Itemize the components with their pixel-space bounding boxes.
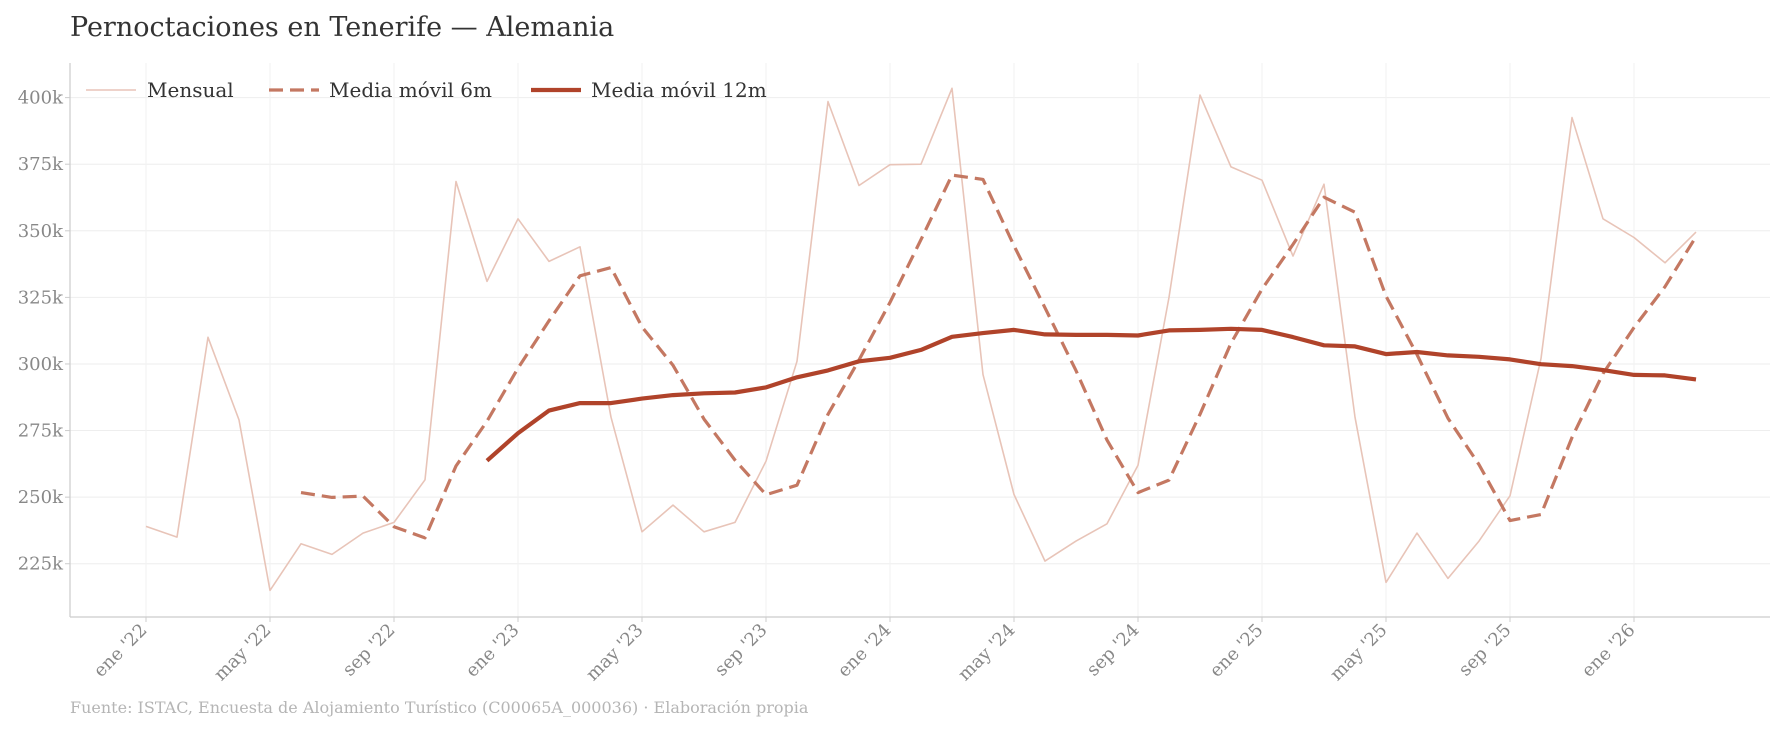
- x-tick-labels: ene '22 may '22 sep '22 ene '23 may '23 sep '…: [90, 617, 1640, 685]
- x-tick-label: sep '22: [339, 620, 400, 681]
- x-tick-label: sep '25: [1455, 620, 1516, 681]
- y-tick-label: 375k: [18, 154, 64, 175]
- x-tick-label: ene '26: [1578, 620, 1640, 682]
- x-tick-label: ene '24: [834, 620, 896, 682]
- y-tick-label: 325k: [18, 287, 64, 308]
- x-tick-label: ene '22: [90, 620, 152, 682]
- legend-label: Media móvil 6m: [329, 78, 492, 102]
- chart-title: Pernoctaciones en Tenerife — Alemania: [70, 12, 614, 43]
- series-lines: [145, 87, 1698, 592]
- series-line-media-movil-12m: [485, 326, 1697, 463]
- axes: [69, 63, 1770, 618]
- y-tick-label: 275k: [18, 421, 64, 442]
- legend-label: Media móvil 12m: [591, 78, 767, 102]
- x-tick-label: may '23: [582, 620, 647, 685]
- x-tick-label: may '24: [954, 620, 1019, 685]
- x-tick-label: sep '24: [1083, 620, 1144, 681]
- source-note: Fuente: ISTAC, Encuesta de Alojamiento T…: [70, 698, 809, 717]
- grid: [70, 63, 1770, 617]
- x-tick-label: may '25: [1326, 620, 1391, 685]
- x-tick-label: sep '23: [711, 620, 772, 681]
- series-line-mensual: [145, 87, 1697, 592]
- y-tick-label: 300k: [18, 354, 64, 375]
- legend: Mensual Media móvil 6m Media móvil 12m: [86, 78, 767, 102]
- y-tick-label: 400k: [18, 88, 64, 109]
- x-tick-label: ene '23: [462, 620, 524, 682]
- legend-label: Mensual: [147, 78, 234, 102]
- y-tick-label: 350k: [18, 221, 64, 242]
- y-tick-label: 225k: [18, 554, 64, 575]
- series-line-media-movil-6m: [300, 173, 1698, 540]
- y-tick-labels: 225k 250k 275k 300k 325k 350k 375k 400k: [18, 88, 70, 575]
- y-tick-label: 250k: [18, 487, 64, 508]
- x-tick-label: ene '25: [1206, 620, 1268, 682]
- x-tick-label: may '22: [210, 620, 275, 685]
